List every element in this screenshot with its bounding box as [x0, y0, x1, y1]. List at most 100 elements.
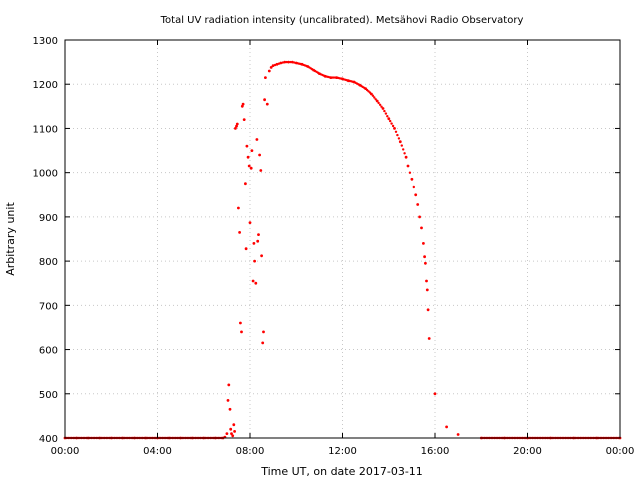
- x-tick-label: 04:00: [143, 446, 172, 457]
- data-point: [262, 330, 265, 334]
- data-point: [456, 433, 460, 436]
- data-point: [425, 279, 428, 283]
- data-point: [267, 69, 271, 73]
- y-tick-label: 400: [39, 434, 58, 445]
- data-point: [227, 383, 231, 387]
- data-point: [263, 98, 266, 102]
- data-point: [277, 62, 281, 65]
- data-point: [285, 60, 288, 64]
- data-point: [404, 155, 408, 159]
- data-point: [240, 330, 243, 334]
- data-point: [403, 152, 406, 155]
- data-point: [235, 122, 239, 126]
- data-point: [425, 288, 429, 292]
- chart-title: Total UV radiation intensity (uncalibrat…: [160, 15, 524, 26]
- data-point: [234, 126, 237, 130]
- data-point: [233, 430, 237, 433]
- data-point: [271, 64, 275, 67]
- y-tick-label: 900: [39, 213, 58, 224]
- grid: [65, 40, 620, 438]
- x-axis-title: Time UT, on date 2017-03-11: [260, 465, 423, 478]
- data-point: [412, 185, 415, 189]
- data-point: [377, 101, 380, 105]
- data-point: [351, 80, 354, 83]
- data-point: [281, 61, 284, 64]
- data-point: [339, 77, 343, 80]
- data-point: [394, 130, 398, 133]
- x-tick-label: 16:00: [421, 446, 450, 457]
- data-point: [334, 76, 337, 79]
- data-point: [391, 124, 395, 128]
- data-point: [397, 137, 401, 140]
- data-point: [381, 107, 385, 110]
- data-point: [345, 79, 348, 82]
- y-tick-label: 700: [39, 301, 58, 312]
- data-point: [230, 432, 233, 435]
- y-tick-label: 1000: [33, 169, 58, 180]
- data-point: [383, 109, 386, 113]
- data-point: [289, 60, 292, 64]
- data-point: [386, 115, 389, 118]
- data-point: [248, 221, 252, 225]
- data-point: [242, 118, 246, 121]
- data-point: [239, 321, 242, 325]
- data-point: [400, 144, 403, 147]
- data-point: [264, 76, 267, 79]
- data-point: [408, 171, 412, 174]
- data-point: [305, 64, 308, 68]
- data-point: [238, 231, 242, 234]
- data-point: [246, 155, 250, 159]
- data-point: [410, 177, 414, 181]
- data-point: [247, 164, 251, 168]
- data-point: [265, 102, 269, 106]
- data-point: [240, 104, 244, 108]
- x-tick-label: 12:00: [328, 446, 357, 457]
- data-point: [426, 308, 430, 312]
- data-point: [237, 206, 240, 210]
- data-point: [287, 60, 290, 64]
- data-point: [316, 71, 320, 74]
- data-point: [261, 341, 265, 345]
- data-point: [445, 425, 448, 429]
- data-point: [398, 140, 402, 144]
- data-point: [322, 74, 325, 77]
- data-point: [375, 99, 379, 103]
- data-point: [424, 261, 427, 265]
- y-axis-title: Arbitrary unit: [4, 202, 17, 276]
- data-point: [245, 144, 249, 148]
- y-tick-label: 500: [39, 390, 58, 401]
- data-point: [402, 148, 405, 151]
- data-point: [291, 60, 294, 64]
- data-point: [255, 138, 259, 141]
- data-point: [423, 255, 426, 259]
- y-tick-label: 600: [39, 346, 58, 357]
- x-tick-label: 08:00: [236, 446, 265, 457]
- data-point: [235, 124, 238, 128]
- data-point: [357, 83, 360, 86]
- data-point: [228, 407, 232, 411]
- data-point: [251, 279, 255, 283]
- data-point: [328, 76, 331, 79]
- data-point: [378, 103, 382, 107]
- data-point: [293, 61, 296, 64]
- y-tick-label: 1100: [33, 124, 58, 135]
- data-point: [422, 242, 425, 245]
- data-point: [269, 66, 273, 69]
- data-point: [299, 62, 302, 66]
- data-point: [273, 63, 277, 67]
- data-point: [390, 122, 393, 125]
- data-point: [252, 242, 256, 245]
- data-point: [387, 117, 391, 121]
- data-point: [244, 182, 247, 186]
- data-point: [254, 281, 258, 285]
- data-point: [371, 94, 375, 97]
- data-point: [389, 119, 392, 123]
- data-point: [368, 91, 372, 94]
- data-point: [406, 164, 410, 168]
- data-point: [241, 102, 245, 106]
- data-point: [374, 98, 377, 101]
- data-point: [433, 392, 437, 396]
- x-tick-label: 00:00: [606, 446, 635, 457]
- data-point: [229, 427, 233, 431]
